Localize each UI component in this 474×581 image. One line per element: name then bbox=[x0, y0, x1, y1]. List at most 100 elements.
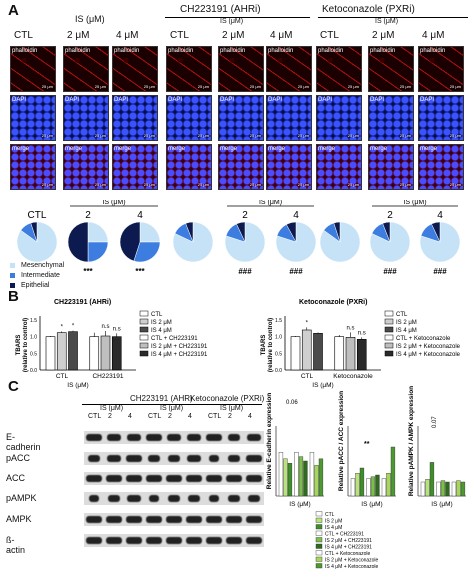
protein-label: E-cadherin bbox=[6, 432, 41, 452]
micrograph-phalloidin: phalloidin 25 μm bbox=[63, 46, 109, 92]
pie-is-label: IS (μM) bbox=[403, 200, 426, 206]
legend-swatch bbox=[10, 272, 15, 278]
bar bbox=[303, 460, 308, 497]
pie-slice bbox=[139, 221, 161, 243]
bar bbox=[287, 462, 293, 497]
blot-band bbox=[166, 537, 182, 544]
legend-item: Intermediate bbox=[10, 272, 60, 279]
legend-swatch bbox=[139, 318, 149, 325]
chart-title: Relative E-cadherin expression bbox=[266, 393, 273, 489]
micrograph-label: DAPI bbox=[420, 97, 435, 103]
blot-band bbox=[209, 495, 219, 502]
blot-band bbox=[126, 455, 142, 462]
scalebar-label: 25 μm bbox=[449, 84, 461, 89]
pie-slice bbox=[30, 221, 38, 243]
pie-is-label: IS (μM) bbox=[102, 200, 125, 206]
micrograph-label: DAPI bbox=[318, 97, 333, 103]
scalebar-label: 25 μm bbox=[449, 133, 461, 138]
pie-charts: IS (μM) CTL 2 4 *** *** IS (μM) 2 4 ### ### IS (μM)… bbox=[0, 199, 474, 285]
legend-label: IS 2 μM + Ketoconazole bbox=[325, 558, 379, 564]
bar bbox=[350, 478, 356, 497]
legend-label: IS 2 μM bbox=[325, 519, 342, 525]
bar bbox=[111, 336, 122, 371]
tick-label: 0.5 bbox=[275, 351, 282, 357]
scalebar-label: 25 μm bbox=[41, 133, 53, 138]
scalebar-label: 25 μm bbox=[249, 182, 261, 187]
bar bbox=[313, 333, 323, 371]
legend-label: CTL + CH223191 bbox=[151, 336, 198, 342]
legend-label: IS 4 μM bbox=[396, 328, 417, 334]
blot-band bbox=[226, 537, 242, 544]
tick-label: 0.5 bbox=[30, 351, 37, 357]
bar bbox=[314, 465, 319, 497]
x-group-label: CTL bbox=[301, 373, 314, 380]
pie-label: CTL bbox=[28, 210, 47, 221]
scalebar-label: 25 μm bbox=[399, 84, 411, 89]
legend-swatch bbox=[139, 334, 149, 341]
blot-band bbox=[227, 434, 241, 441]
legend-swatch bbox=[139, 342, 149, 349]
blot-band bbox=[186, 455, 202, 462]
pie-label: 2 bbox=[242, 210, 248, 221]
bar bbox=[283, 458, 288, 497]
micrograph-label: phalloidin bbox=[12, 48, 38, 54]
micrograph-merge: merge 25 μm bbox=[368, 144, 414, 190]
legend-swatch bbox=[315, 511, 323, 517]
micrograph-label: DAPI bbox=[268, 97, 283, 103]
micrograph-label: DAPI bbox=[168, 97, 183, 103]
legend-label: IS 2 μM + CH223191 bbox=[151, 344, 208, 350]
column-label: CTL bbox=[14, 30, 33, 41]
blot-band bbox=[86, 537, 102, 544]
scalebar-label: 25 μm bbox=[347, 182, 359, 187]
x-label: IS (μM) bbox=[67, 382, 88, 389]
micrograph-DAPI: DAPI 25 μm bbox=[368, 95, 414, 141]
legend-swatch bbox=[10, 262, 15, 268]
legend-item: Epithelial bbox=[10, 282, 49, 289]
scalebar-label: 25 μm bbox=[197, 182, 209, 187]
panel-a-group-ahr: CH223191 (AHRi) bbox=[180, 4, 261, 15]
bar bbox=[318, 458, 324, 497]
micrograph-label: merge bbox=[168, 146, 186, 152]
blot-strip bbox=[84, 513, 264, 526]
scalebar-label: 25 μm bbox=[347, 133, 359, 138]
pie-slice bbox=[185, 221, 194, 243]
micrograph-label: merge bbox=[65, 146, 83, 152]
blot-band bbox=[188, 495, 200, 502]
x-label: IS (μM) bbox=[361, 501, 382, 508]
micrograph-label: phalloidin bbox=[65, 48, 91, 54]
legend-label: IS 2 μM + Ketoconazole bbox=[396, 344, 461, 350]
blot-band bbox=[186, 537, 202, 544]
significance: n.s bbox=[358, 330, 366, 336]
pie-significance: *** bbox=[135, 267, 145, 276]
micrograph-label: phalloidin bbox=[168, 48, 194, 54]
legend-swatch bbox=[384, 318, 394, 325]
pie-label: 2 bbox=[85, 210, 91, 221]
blot-band bbox=[126, 516, 142, 523]
blot-band bbox=[146, 434, 162, 441]
y-label: (relative to control) bbox=[268, 318, 274, 372]
bar bbox=[56, 332, 67, 371]
column-label: CTL bbox=[320, 30, 339, 41]
scalebar-label: 25 μm bbox=[297, 182, 309, 187]
panel-c-letter: C bbox=[8, 378, 19, 395]
column-label: CTL bbox=[170, 30, 189, 41]
blot-band bbox=[106, 516, 122, 523]
micrograph-DAPI: DAPI 25 μm bbox=[218, 95, 264, 141]
legend-label: IS 2 μM bbox=[151, 320, 172, 326]
legend-swatch bbox=[384, 310, 394, 317]
legend-swatch bbox=[315, 537, 323, 543]
legend-label: IS 4 μM bbox=[325, 525, 342, 531]
panel-c-is-label-1: IS (μM) bbox=[100, 405, 124, 412]
bar bbox=[425, 478, 430, 497]
pie-slice bbox=[382, 221, 391, 243]
bar bbox=[386, 473, 391, 497]
micrograph-DAPI: DAPI 25 μm bbox=[316, 95, 362, 141]
micrograph-merge: merge 25 μm bbox=[418, 144, 464, 190]
panel-c-header-pxr: Ketoconazole (PXRi) bbox=[190, 394, 265, 403]
panel-c-is-label-3: IS (μM) bbox=[220, 405, 244, 412]
blot-band bbox=[108, 495, 120, 502]
legend-swatch bbox=[315, 563, 323, 569]
lane-label: 2 bbox=[108, 413, 112, 420]
tick-label: 1.0 bbox=[30, 335, 37, 341]
blot-band bbox=[206, 537, 222, 544]
